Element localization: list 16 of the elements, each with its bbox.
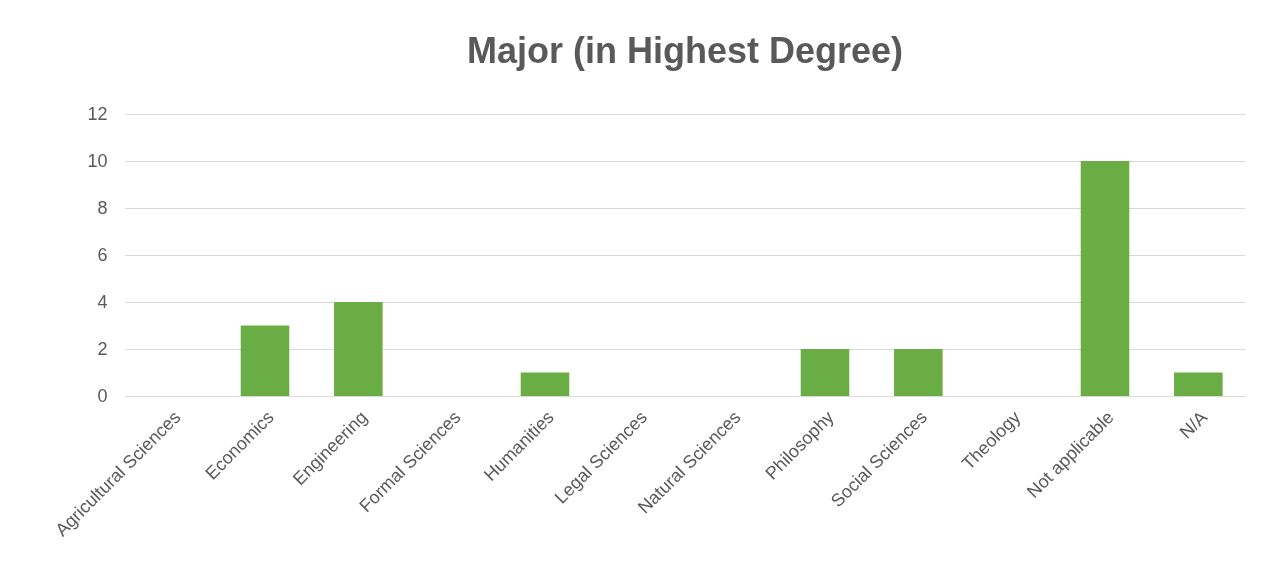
y-tick-label: 10 — [87, 150, 108, 171]
y-tick-label: 4 — [97, 291, 108, 312]
y-tick-label: 12 — [87, 103, 108, 124]
chart-title: Major (in Highest Degree) — [466, 30, 904, 71]
bar — [894, 349, 943, 396]
y-tick-label: 6 — [97, 244, 108, 265]
bar — [520, 372, 570, 396]
bar — [240, 325, 290, 396]
y-tick-label: 8 — [97, 197, 108, 218]
bar — [1080, 161, 1130, 396]
bar — [334, 302, 383, 396]
bar — [1174, 372, 1223, 396]
y-tick-label: 2 — [97, 338, 108, 359]
bar — [800, 349, 850, 396]
y-tick-label: 0 — [97, 385, 108, 406]
x-tick-label: N/A — [1175, 407, 1212, 443]
